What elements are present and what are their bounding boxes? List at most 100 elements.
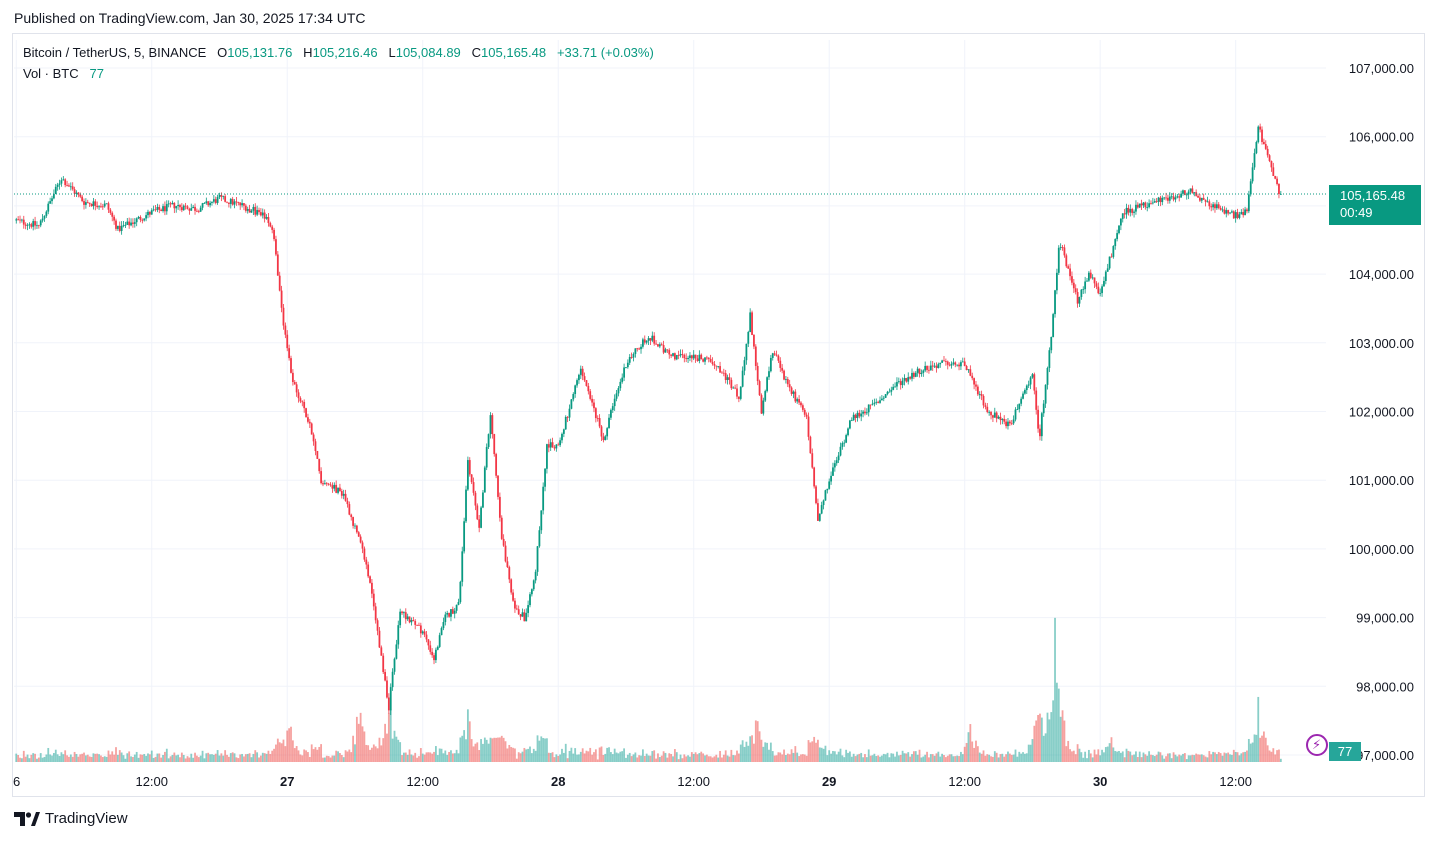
volume-bar — [1001, 753, 1004, 762]
volume-bar — [376, 748, 379, 762]
volume-bar — [37, 757, 40, 762]
candle-body — [133, 222, 136, 224]
volume-bar — [320, 744, 323, 762]
candle-body — [1202, 197, 1205, 200]
volume-bar — [190, 753, 193, 762]
volume-bar — [626, 754, 629, 762]
volume-bar — [847, 752, 849, 762]
candle-body — [412, 620, 415, 622]
volume-bar — [196, 755, 198, 762]
candle-body — [406, 616, 409, 620]
candle-body — [1232, 211, 1235, 219]
candle-body — [301, 401, 304, 403]
volume-bar — [233, 753, 236, 762]
volume-bar — [218, 755, 221, 762]
candle-body — [658, 344, 661, 347]
volume-bar — [386, 733, 388, 762]
candle-body — [918, 368, 921, 375]
volume-bar — [572, 753, 575, 762]
candle-body — [71, 186, 74, 190]
volume-bar — [84, 755, 87, 762]
volume-bar — [175, 755, 178, 762]
candle-body — [194, 206, 196, 211]
volume-bar — [312, 749, 315, 762]
candle-body — [179, 204, 181, 208]
candle-body — [182, 205, 185, 211]
candle-body — [700, 354, 703, 360]
volume-bar — [1010, 754, 1013, 762]
volume-bar — [811, 741, 814, 762]
candle-body — [1199, 197, 1201, 201]
volume-bar — [963, 746, 966, 762]
candle-body — [538, 530, 541, 547]
volume-bar — [909, 756, 912, 762]
volume-bar — [43, 756, 46, 762]
lightning-icon[interactable]: ⚡ — [1306, 734, 1328, 756]
candle-body — [1253, 153, 1256, 168]
volume-bar — [615, 752, 618, 762]
volume-bar — [960, 751, 962, 762]
candle-body — [504, 545, 507, 562]
volume-bar — [837, 751, 840, 762]
candle-body — [1093, 277, 1096, 284]
candle-body — [261, 212, 264, 216]
candle-body — [60, 180, 63, 184]
volume-bar — [611, 754, 614, 762]
volume-bar — [387, 712, 390, 762]
candle-body — [150, 210, 153, 215]
volume-bar — [49, 754, 52, 762]
candle-body — [999, 416, 1002, 421]
candle-body — [905, 377, 908, 382]
volume-bar — [549, 752, 552, 762]
y-tick-label: 97,000.00 — [1356, 748, 1414, 763]
candle-body — [47, 203, 50, 212]
candle-body — [1052, 314, 1055, 337]
candle-body — [1197, 195, 1199, 198]
candle-body — [801, 405, 804, 410]
candle-body — [248, 208, 251, 213]
candle-body — [642, 339, 644, 347]
volume-bar — [950, 754, 953, 762]
volume-bar — [670, 754, 673, 762]
volume-bar — [256, 752, 259, 762]
volume-bar — [576, 754, 578, 762]
candle-body — [585, 380, 588, 386]
volume-bar — [751, 735, 753, 762]
volume-bar — [557, 755, 560, 762]
candle-body — [741, 370, 744, 387]
candle-body — [167, 203, 170, 205]
candle-body — [160, 209, 163, 212]
volume-bar — [418, 756, 420, 762]
volume-bar — [1061, 710, 1064, 762]
volume-bar — [700, 751, 703, 762]
volume-bar — [762, 746, 765, 762]
volume-bar — [357, 723, 360, 762]
symbol-title[interactable]: Bitcoin / TetherUS, 5, BINANCE — [23, 45, 207, 60]
volume-bar — [926, 751, 928, 762]
candle-body — [128, 221, 131, 226]
candle-body — [291, 372, 294, 383]
volume-bar — [679, 754, 682, 762]
volume-bar — [841, 755, 844, 762]
y-tick-label: 102,000.00 — [1349, 405, 1414, 420]
candle-body — [316, 450, 319, 459]
candle-body — [849, 420, 851, 429]
candle-body — [705, 357, 708, 359]
volume-bar — [546, 738, 548, 762]
candle-body — [84, 202, 87, 205]
volume-bar — [1018, 751, 1021, 762]
volume-bar — [1268, 750, 1271, 762]
candle-body — [1244, 209, 1246, 216]
candle-body — [643, 339, 646, 343]
candle-body — [1010, 423, 1013, 425]
candle-body — [378, 630, 381, 648]
volume-bar — [115, 747, 117, 762]
candle-body — [235, 201, 238, 203]
candle-body — [1022, 393, 1024, 399]
volume-label[interactable]: Vol · BTC — [23, 66, 79, 81]
volume-bar — [497, 737, 499, 762]
volume-bar — [798, 756, 800, 762]
volume-bar — [1020, 753, 1023, 762]
volume-bar — [1153, 756, 1156, 762]
